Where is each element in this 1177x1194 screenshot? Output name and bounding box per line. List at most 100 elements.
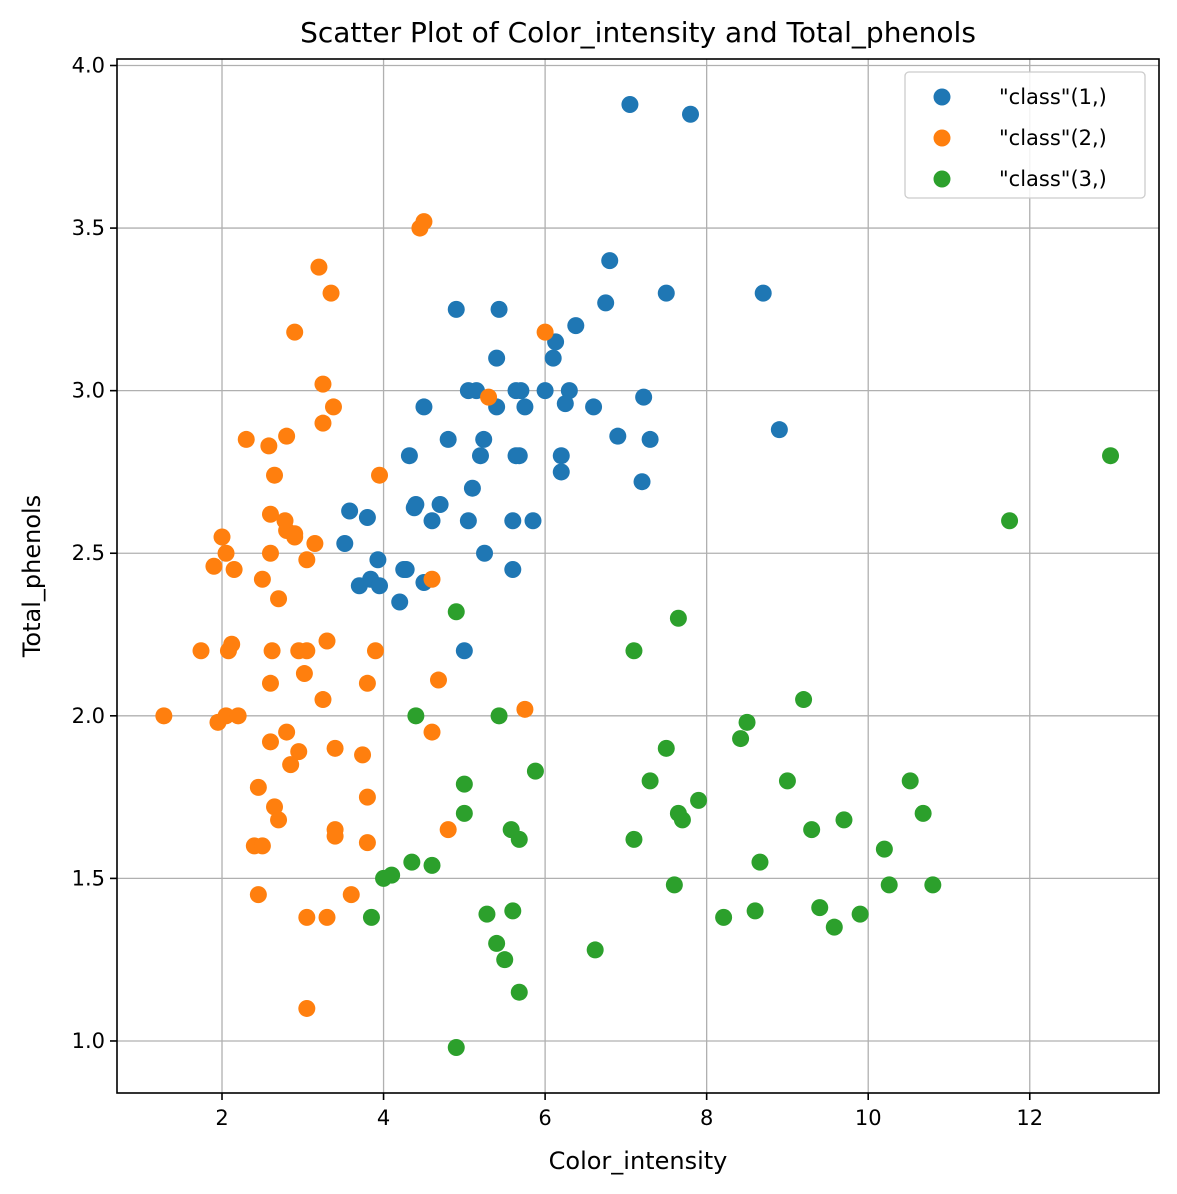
data-point	[261, 544, 279, 562]
data-point	[770, 421, 788, 439]
legend-marker	[933, 88, 951, 106]
data-point	[375, 869, 393, 887]
data-point	[237, 430, 255, 448]
legend: "class"(1,) "class"(2,) "class"(3,)	[904, 71, 1146, 199]
data-point	[669, 609, 687, 627]
x-tick-label: 8	[700, 1106, 713, 1130]
data-point	[324, 398, 342, 416]
data-point	[391, 593, 409, 611]
data-point	[459, 512, 477, 530]
data-point	[261, 505, 279, 523]
data-point	[336, 534, 354, 552]
x-tick-label: 2	[215, 1106, 228, 1130]
data-point	[358, 508, 376, 526]
data-point	[350, 577, 368, 595]
data-point	[488, 349, 506, 367]
y-tick-label: 1.5	[72, 866, 105, 890]
legend-marker	[933, 129, 951, 147]
legend-label: "class"(1,)	[999, 85, 1107, 109]
data-point	[270, 590, 288, 608]
y-tick-label: 4.0	[72, 54, 105, 78]
data-point	[270, 811, 288, 829]
data-point	[358, 674, 376, 692]
grid-lines	[117, 59, 1159, 1093]
data-point	[266, 466, 284, 484]
data-point	[298, 999, 316, 1017]
data-point	[504, 512, 522, 530]
data-point	[314, 375, 332, 393]
data-point	[488, 934, 506, 952]
y-tick-label: 3.5	[72, 216, 105, 240]
data-point	[490, 300, 508, 318]
data-point	[476, 544, 494, 562]
data-point	[544, 349, 562, 367]
data-point	[298, 551, 316, 569]
data-point	[633, 473, 651, 491]
data-point	[621, 96, 639, 114]
data-point	[229, 707, 247, 725]
data-point	[504, 560, 522, 578]
data-point	[290, 743, 308, 761]
data-point	[475, 430, 493, 448]
data-point	[875, 840, 893, 858]
data-point	[260, 437, 278, 455]
data-point	[278, 723, 296, 741]
data-point	[371, 577, 389, 595]
data-point	[354, 746, 372, 764]
data-point	[524, 512, 542, 530]
data-point	[510, 983, 528, 1001]
data-point	[298, 908, 316, 926]
data-point	[504, 902, 522, 920]
data-point	[403, 853, 421, 871]
data-point	[369, 551, 387, 569]
data-point	[657, 739, 675, 757]
data-point	[455, 804, 473, 822]
series-2	[155, 213, 554, 1017]
y-tick-label: 3.0	[72, 379, 105, 403]
data-point	[778, 772, 796, 790]
data-point	[673, 811, 691, 829]
data-point	[635, 388, 653, 406]
data-point	[358, 834, 376, 852]
data-point	[455, 775, 473, 793]
data-point	[586, 941, 604, 959]
data-point	[732, 730, 750, 748]
data-point	[310, 258, 328, 276]
data-point	[423, 723, 441, 741]
data-point	[261, 733, 279, 751]
data-point	[641, 430, 659, 448]
data-point	[754, 284, 772, 302]
data-point	[536, 382, 554, 400]
data-point	[490, 707, 508, 725]
data-point	[286, 525, 304, 543]
data-point	[341, 502, 359, 520]
data-point	[253, 837, 271, 855]
data-point	[480, 388, 498, 406]
data-point	[914, 804, 932, 822]
data-point	[205, 557, 223, 575]
plot-frame	[116, 58, 1160, 1094]
legend-marker	[933, 170, 951, 188]
data-point	[263, 642, 281, 660]
data-point	[400, 447, 418, 465]
data-point	[567, 317, 585, 335]
data-point	[278, 427, 296, 445]
data-point	[395, 560, 413, 578]
data-point	[362, 908, 380, 926]
data-point	[901, 772, 919, 790]
data-point	[415, 398, 433, 416]
data-point	[219, 642, 237, 660]
data-point	[213, 528, 231, 546]
data-point	[552, 463, 570, 481]
data-point	[253, 570, 271, 588]
data-point	[358, 788, 376, 806]
x-axis-label: Color_intensity	[549, 1147, 728, 1175]
data-point	[306, 534, 324, 552]
data-point	[924, 876, 942, 894]
data-point	[318, 632, 336, 650]
data-point	[803, 821, 821, 839]
data-point	[423, 512, 441, 530]
data-point	[512, 382, 530, 400]
